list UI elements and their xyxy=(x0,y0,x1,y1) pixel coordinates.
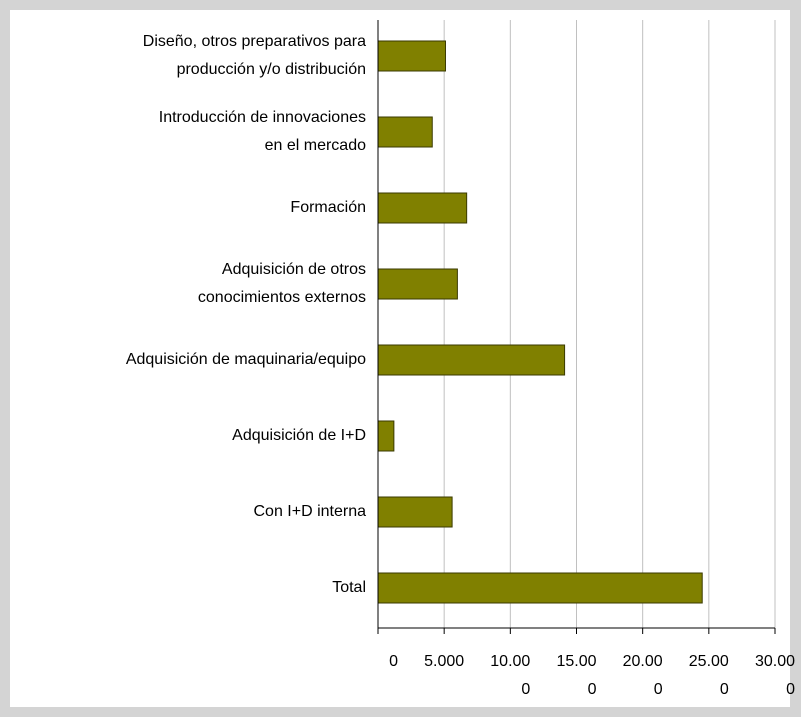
x-tick-label: 5.000 xyxy=(424,653,464,670)
y-tick-label: Diseño, otros preparativos para producció… xyxy=(143,33,366,78)
bar xyxy=(377,572,703,604)
x-tick-label: 30.00 0 xyxy=(755,653,795,698)
bar xyxy=(377,268,458,300)
bar xyxy=(377,420,395,452)
y-tick-label: Total xyxy=(332,579,366,596)
bar xyxy=(377,40,446,72)
x-tick-label: 15.00 0 xyxy=(556,653,596,698)
x-tick-label: 20.00 0 xyxy=(623,653,663,698)
y-tick-label: Con I+D interna xyxy=(253,503,366,520)
bar xyxy=(377,344,566,376)
x-tick-label: 10.00 0 xyxy=(490,653,530,698)
y-tick-label: Adquisición de maquinaria/equipo xyxy=(126,351,366,368)
bar xyxy=(377,496,453,528)
x-tick-label: 0 xyxy=(389,653,398,670)
bar xyxy=(377,192,468,224)
x-tick-label: 25.00 0 xyxy=(689,653,729,698)
y-tick-label: Adquisición de otros conocimientos extern… xyxy=(198,261,366,306)
y-tick-label: Formación xyxy=(290,199,366,216)
y-tick-label: Adquisición de I+D xyxy=(232,427,366,444)
bar xyxy=(377,116,433,148)
y-tick-label: Introducción de innovaciones en el mercad… xyxy=(159,109,366,154)
